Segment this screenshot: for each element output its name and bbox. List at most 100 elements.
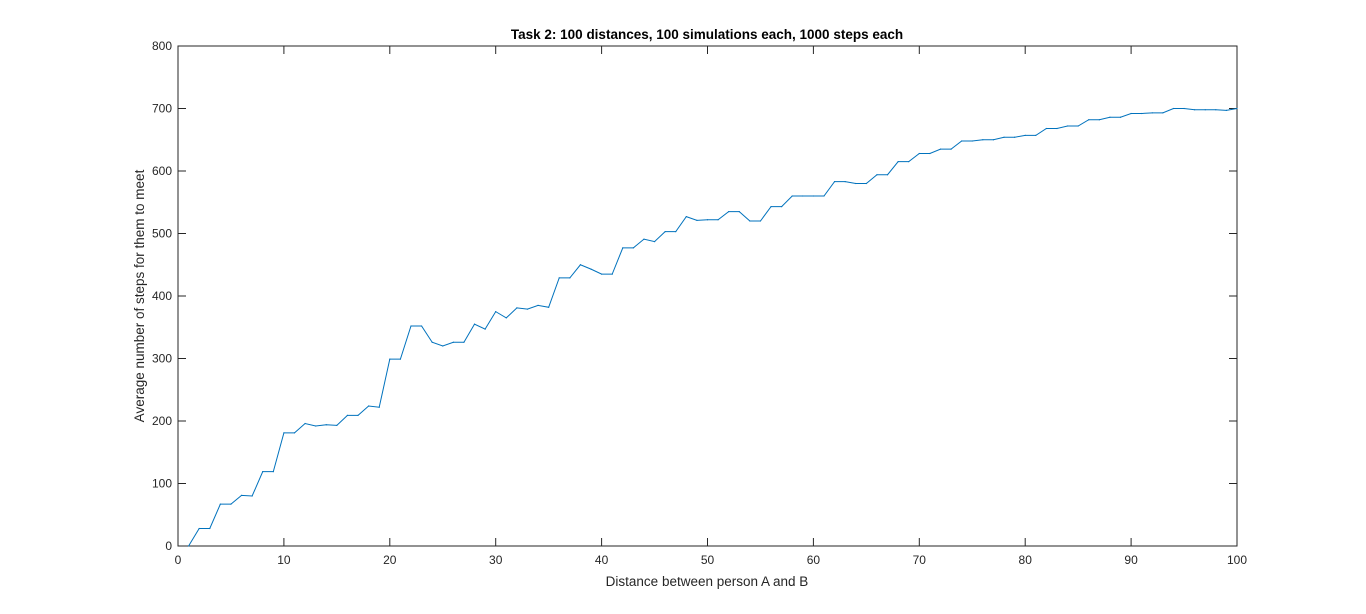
data-point: [336, 424, 338, 426]
data-point: [1141, 112, 1143, 115]
data-point: [696, 219, 698, 221]
data-point: [992, 139, 995, 141]
data-point: [315, 425, 317, 427]
x-tick-label: 50: [701, 553, 715, 567]
data-point: [802, 195, 804, 197]
x-tick-label: 70: [913, 553, 927, 567]
data-point: [653, 241, 656, 243]
data-point: [346, 414, 349, 416]
data-point: [675, 231, 677, 233]
data-point: [1077, 125, 1079, 127]
data-point: [855, 182, 857, 185]
data-point: [918, 152, 920, 155]
data-point: [1225, 109, 1228, 111]
data-point: [728, 211, 730, 213]
data-point: [516, 307, 518, 309]
data-point: [770, 206, 772, 208]
data-point: [781, 206, 783, 208]
data-point: [389, 358, 391, 360]
y-tick-label: 700: [152, 102, 172, 116]
y-tick-label: 500: [152, 227, 172, 241]
data-point: [601, 273, 603, 275]
data-point: [473, 323, 476, 325]
x-tick-label: 40: [595, 553, 609, 567]
data-point: [823, 195, 825, 197]
data-point: [1098, 119, 1100, 121]
data-point: [1215, 109, 1217, 111]
data-point: [452, 341, 454, 343]
axis-ticks: 0 10 20 30 40 50 60 70 80 90 100 0 100 200 300 400 500 60…: [152, 39, 1247, 567]
data-point: [1056, 127, 1058, 130]
data-point: [876, 174, 878, 176]
data-point: [1035, 134, 1037, 136]
data-point: [664, 231, 666, 233]
data-point: [1204, 109, 1206, 111]
x-tick-label: 10: [277, 553, 291, 567]
y-tick-label: 200: [152, 414, 172, 428]
data-point: [548, 306, 550, 308]
x-tick-label: 20: [383, 553, 397, 567]
y-tick-label: 800: [152, 39, 172, 53]
data-point: [749, 220, 751, 222]
data-point: [738, 211, 740, 213]
data-point: [1236, 107, 1238, 110]
y-tick-label: 300: [152, 352, 172, 366]
data-point: [611, 273, 613, 275]
y-tick-label: 600: [152, 164, 172, 178]
data-point: [1014, 136, 1016, 138]
data-point: [1088, 119, 1090, 121]
data-point: [1183, 107, 1185, 110]
data-point: [982, 139, 984, 141]
x-tick-label: 30: [489, 553, 503, 567]
data-point: [961, 140, 963, 142]
data-points: [187, 107, 1238, 547]
data-point: [526, 308, 529, 310]
data-point: [717, 219, 719, 221]
x-tick-label: 0: [175, 553, 182, 567]
data-point: [262, 471, 264, 473]
data-point: [706, 219, 709, 221]
data-point: [325, 424, 327, 426]
data-point: [643, 238, 645, 240]
data-point: [431, 341, 433, 343]
data-point: [590, 268, 592, 270]
data-point: [1024, 134, 1026, 136]
data-point: [251, 495, 253, 497]
data-point: [368, 405, 370, 407]
x-tick-label: 80: [1019, 553, 1033, 567]
data-point: [759, 220, 762, 222]
data-point: [569, 277, 571, 279]
data-point: [230, 503, 232, 505]
data-point: [463, 341, 465, 343]
y-tick-label: 400: [152, 289, 172, 303]
data-point: [505, 317, 507, 319]
data-point: [219, 503, 221, 505]
data-point: [484, 328, 486, 330]
data-point: [272, 471, 274, 473]
data-point: [198, 527, 200, 530]
data-point: [950, 148, 952, 150]
data-point: [293, 432, 296, 434]
data-point: [579, 264, 582, 266]
y-axis-label: Average number of steps for them to meet: [132, 169, 147, 422]
data-point: [632, 247, 634, 249]
data-point: [685, 216, 687, 218]
data-point: [495, 311, 497, 313]
data-point: [1119, 116, 1122, 118]
data-point: [971, 140, 973, 142]
data-point: [1066, 125, 1069, 127]
data-point: [908, 161, 910, 163]
data-point: [283, 432, 285, 434]
data-point: [622, 247, 624, 249]
chart-title: Task 2: 100 distances, 100 simulations e…: [511, 27, 903, 42]
data-point: [410, 325, 412, 327]
data-point: [442, 345, 444, 347]
data-point: [1130, 112, 1132, 115]
data-point: [1045, 127, 1047, 130]
series-line: [188, 108, 1238, 547]
data-point: [378, 406, 380, 408]
data-point: [844, 181, 846, 183]
data-point: [1194, 109, 1196, 111]
data-point: [833, 181, 836, 183]
